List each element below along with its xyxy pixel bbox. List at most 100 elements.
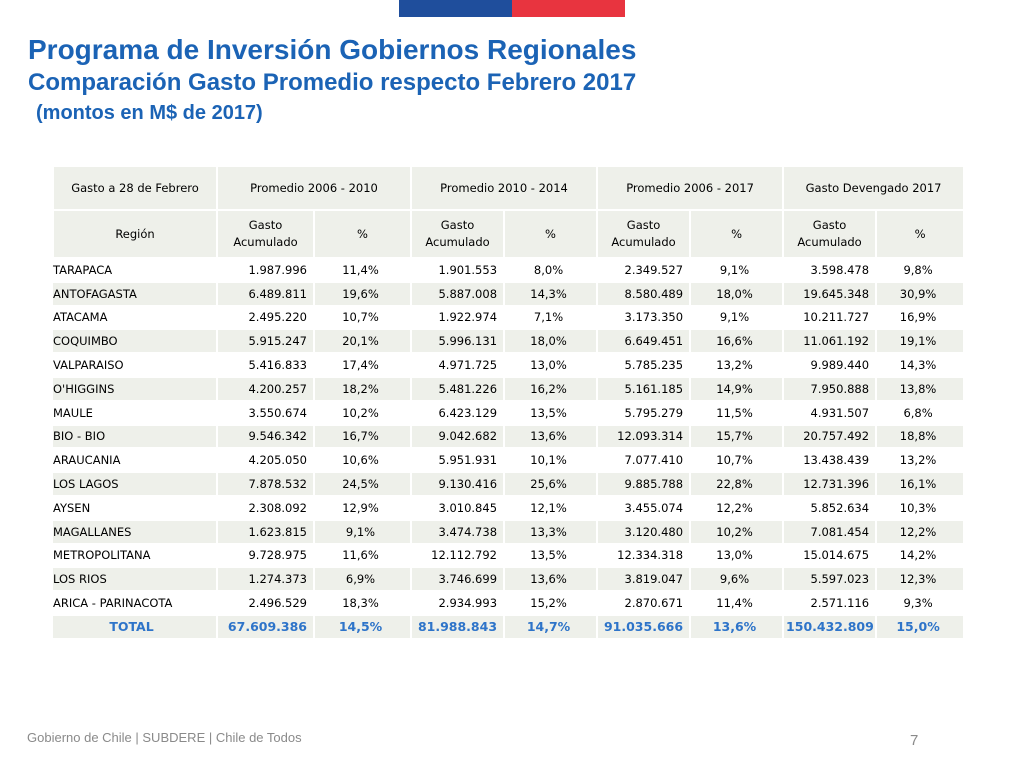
region-cell: METROPOLITANA: [53, 543, 218, 569]
region-cell: LOS RIOS: [53, 567, 218, 593]
gasto-cell: 3.598.478: [783, 258, 878, 283]
table-row: BIO - BIO 9.546.342 16,7% 9.042.682 13,6% 12.…: [53, 424, 966, 450]
table-row: ARICA - PARINACOTA 2.496.529 18,3% 2.934.99…: [53, 591, 966, 616]
region-cell: BIO - BIO: [53, 424, 218, 450]
region-cell: TOTAL: [53, 614, 218, 640]
region-cell: LOS LAGOS: [53, 472, 218, 497]
gasto-cell: 2.495.220: [217, 305, 315, 331]
percent-cell: 14,3%: [504, 281, 599, 307]
gasto-cell: 9.130.416: [411, 472, 506, 497]
page-number: 7: [910, 732, 919, 749]
gasto-cell: 5.785.235: [597, 353, 692, 378]
gasto-cell: 5.795.279: [597, 400, 692, 426]
percent-cell: 18,2%: [314, 376, 413, 402]
gasto-cell: 5.915.247: [217, 329, 315, 355]
percent-cell: 6,8%: [876, 400, 966, 426]
gasto-cell: 9.546.342: [217, 424, 315, 450]
percent-header: %: [689, 210, 785, 259]
percent-cell: 9,6%: [690, 567, 785, 593]
percent-header: %: [875, 210, 966, 259]
table-row: COQUIMBO 5.915.247 20,1% 5.996.131 18,0% 6.64…: [53, 329, 966, 355]
percent-cell: 10,2%: [690, 519, 785, 545]
region-header: Región: [52, 210, 218, 259]
table-body: TARAPACA 1.987.996 11,4% 1.901.553 8,0% 2.349…: [53, 258, 966, 640]
table-row: MAULE 3.550.674 10,2% 6.423.129 13,5% 5.795.2…: [53, 400, 966, 426]
percent-cell: 6,9%: [314, 567, 413, 593]
percent-cell: 10,6%: [314, 448, 413, 474]
gasto-cell: 5.951.931: [411, 448, 506, 474]
gasto-acumulado-header: Gasto Acumulado: [596, 210, 692, 259]
slide-title: Programa de Inversión Gobiernos Regional…: [28, 34, 637, 65]
region-cell: COQUIMBO: [53, 329, 218, 355]
percent-cell: 12,2%: [690, 495, 785, 521]
flag-bar-red: [512, 0, 625, 17]
table-row: VALPARAISO 5.416.833 17,4% 4.971.725 13,0% 5.…: [53, 353, 966, 378]
percent-cell: 10,7%: [314, 305, 413, 331]
gasto-cell: 150.432.809: [783, 614, 878, 640]
gasto-cell: 9.885.788: [597, 472, 692, 497]
gasto-cell: 6.649.451: [597, 329, 692, 355]
gasto-cell: 7.950.888: [783, 376, 878, 402]
gasto-cell: 4.931.507: [783, 400, 878, 426]
table-row: MAGALLANES 1.623.815 9,1% 3.474.738 13,3% 3.1…: [53, 519, 966, 545]
percent-cell: 17,4%: [314, 353, 413, 378]
regional-spending-table: Gasto a 28 de Febrero Promedio 2006 - 201…: [52, 167, 966, 640]
percent-cell: 18,0%: [690, 281, 785, 307]
percent-cell: 30,9%: [876, 281, 966, 307]
group-header: Promedio 2010 - 2014: [410, 167, 599, 211]
gasto-cell: 10.211.727: [783, 305, 878, 331]
percent-cell: 13,6%: [504, 424, 599, 450]
percent-cell: 13,3%: [504, 519, 599, 545]
table-row: ANTOFAGASTA 6.489.811 19,6% 5.887.008 14,3% 8…: [53, 281, 966, 307]
gasto-cell: 13.438.439: [783, 448, 878, 474]
gasto-cell: 7.081.454: [783, 519, 878, 545]
group-header-row: Gasto a 28 de Febrero Promedio 2006 - 201…: [52, 167, 966, 211]
gasto-acumulado-header: Gasto Acumulado: [216, 210, 315, 259]
gasto-cell: 19.645.348: [783, 281, 878, 307]
percent-cell: 19,6%: [314, 281, 413, 307]
percent-cell: 11,6%: [314, 543, 413, 569]
percent-cell: 7,1%: [504, 305, 599, 331]
percent-cell: 14,9%: [690, 376, 785, 402]
gasto-cell: 91.035.666: [597, 614, 692, 640]
percent-cell: 14,7%: [504, 614, 599, 640]
region-cell: MAULE: [53, 400, 218, 426]
percent-cell: 13,2%: [876, 448, 966, 474]
region-cell: ATACAMA: [53, 305, 218, 331]
gasto-cell: 3.455.074: [597, 495, 692, 521]
gasto-acumulado-header: Gasto Acumulado: [782, 210, 878, 259]
gasto-acumulado-header: Gasto Acumulado: [410, 210, 506, 259]
percent-cell: 15,0%: [876, 614, 966, 640]
table-row: ATACAMA 2.495.220 10,7% 1.922.974 7,1% 3.173.…: [53, 305, 966, 331]
gasto-cell: 4.971.725: [411, 353, 506, 378]
table-row: O'HIGGINS 4.200.257 18,2% 5.481.226 16,2% 5.1…: [53, 376, 966, 402]
percent-cell: 18,3%: [314, 591, 413, 616]
gasto-cell: 12.731.396: [783, 472, 878, 497]
gasto-cell: 2.496.529: [217, 591, 315, 616]
gasto-cell: 1.922.974: [411, 305, 506, 331]
gasto-cell: 3.010.845: [411, 495, 506, 521]
region-cell: VALPARAISO: [53, 353, 218, 378]
gasto-cell: 2.934.993: [411, 591, 506, 616]
gasto-cell: 12.093.314: [597, 424, 692, 450]
percent-cell: 13,6%: [690, 614, 785, 640]
gasto-cell: 2.308.092: [217, 495, 315, 521]
slide-subtitle: Comparación Gasto Promedio respecto Febr…: [28, 69, 637, 96]
region-cell: ANTOFAGASTA: [53, 281, 218, 307]
percent-cell: 16,7%: [314, 424, 413, 450]
total-row: TOTAL 67.609.386 14,5% 81.988.843 14,7% 91.03…: [53, 614, 966, 640]
percent-cell: 10,3%: [876, 495, 966, 521]
gasto-cell: 2.349.527: [597, 258, 692, 283]
percent-cell: 16,2%: [504, 376, 599, 402]
percent-cell: 10,1%: [504, 448, 599, 474]
group-header: Gasto Devengado 2017: [782, 167, 966, 211]
gasto-cell: 1.623.815: [217, 519, 315, 545]
units-note: (montos en M$ de 2017): [36, 102, 263, 124]
gasto-cell: 20.757.492: [783, 424, 878, 450]
percent-cell: 14,5%: [314, 614, 413, 640]
percent-cell: 10,2%: [314, 400, 413, 426]
percent-cell: 13,0%: [504, 353, 599, 378]
percent-cell: 14,3%: [876, 353, 966, 378]
gasto-cell: 12.112.792: [411, 543, 506, 569]
percent-cell: 12,3%: [876, 567, 966, 593]
